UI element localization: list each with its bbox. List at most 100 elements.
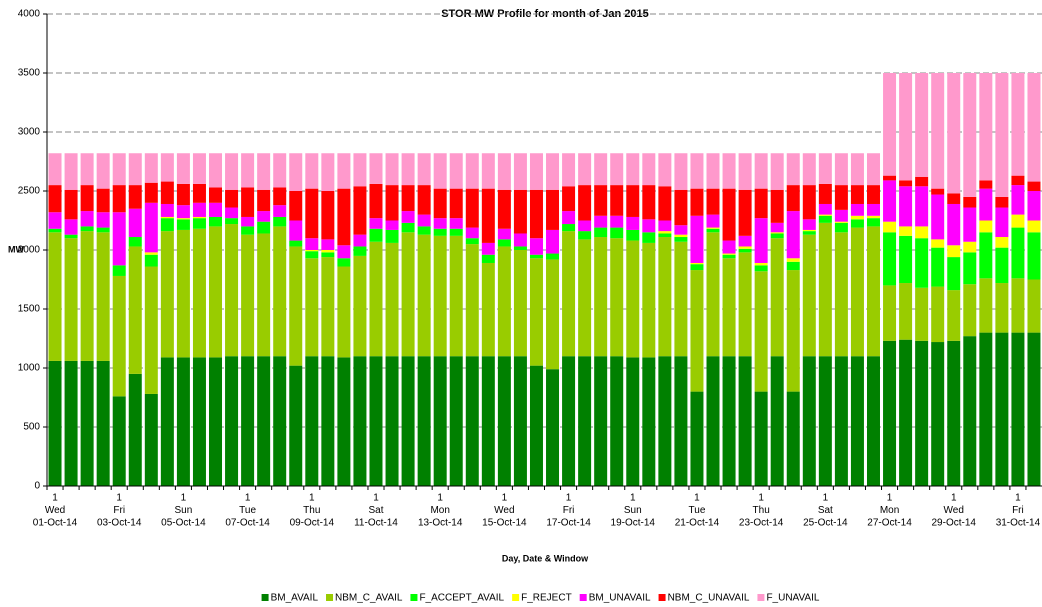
bar-segment (915, 176, 929, 187)
bar-segment (834, 232, 848, 357)
bar-segment (305, 250, 319, 252)
bar-segment (112, 185, 126, 213)
bar-segment (1027, 279, 1041, 333)
x-tick-label: Sat (818, 505, 833, 516)
bar-segment (176, 229, 190, 358)
bar-segment (369, 228, 383, 242)
bar-segment (850, 356, 864, 486)
bar-segment (674, 153, 688, 190)
bar-segment (96, 153, 110, 189)
bar-segment (770, 189, 784, 223)
bar-segment (144, 254, 158, 267)
bar-segment (754, 391, 768, 486)
bar-segment (48, 232, 62, 361)
bar-segment (786, 391, 800, 486)
bar-segment (899, 226, 913, 236)
bar-segment (674, 225, 688, 235)
bar-segment (241, 187, 255, 217)
bar-segment (160, 231, 174, 358)
bar-segment (529, 238, 543, 255)
bar-segment (866, 153, 880, 186)
bar-segment (674, 241, 688, 357)
bar-segment (850, 219, 864, 228)
bar-segment (209, 187, 223, 203)
bar-segment (738, 248, 752, 253)
bar-segment (690, 188, 704, 216)
bar-segment (818, 215, 832, 223)
bar-segment (401, 232, 415, 357)
bar-segment (1027, 191, 1041, 221)
bar-segment (465, 227, 479, 239)
bar-segment (850, 215, 864, 220)
bar-segment (449, 218, 463, 229)
bar-segment (225, 356, 239, 486)
bar-segment (690, 215, 704, 263)
bar-segment (465, 244, 479, 357)
bar-segment (562, 224, 576, 232)
x-tick-label: Sun (175, 505, 193, 516)
bar-segment (497, 153, 511, 190)
bar-segment (144, 153, 158, 183)
y-tick-label: 4000 (18, 9, 41, 20)
bar-segment (594, 356, 608, 486)
bar-segment (176, 357, 190, 486)
bar-segment (257, 153, 271, 190)
bar-segment (947, 73, 961, 194)
bar-segment (834, 222, 848, 233)
bar-segment (209, 202, 223, 217)
x-tick-label: 1 (309, 493, 315, 504)
bar-segment (64, 189, 78, 220)
bar-segment (497, 189, 511, 229)
x-tick-label: 1 (245, 493, 251, 504)
bar-segment (610, 153, 624, 186)
bar-segment (160, 203, 174, 217)
bar-segment (353, 246, 367, 256)
bar-segment (305, 238, 319, 250)
bar-segment (369, 356, 383, 486)
bar-segment (995, 283, 1009, 333)
x-tick-label: 1 (758, 493, 764, 504)
bar-segment (128, 237, 142, 247)
x-tick-label: 11-Oct-14 (354, 518, 398, 529)
bar-segment (497, 246, 511, 357)
bar-segment (658, 220, 672, 232)
bar-segment (963, 336, 977, 486)
bar-segment (401, 222, 415, 233)
bar-segment (465, 238, 479, 245)
bar-segment (192, 357, 206, 486)
bar-segment (674, 356, 688, 486)
legend-swatch (512, 594, 520, 601)
x-tick-label: Fri (1012, 505, 1024, 516)
bar-segment (513, 246, 527, 250)
bar-segment (321, 252, 335, 258)
bar-segment (866, 203, 880, 216)
x-tick-label: 31-Oct-14 (996, 518, 1041, 529)
x-tick-label: Sun (624, 505, 642, 516)
bar-segment (321, 257, 335, 357)
legend: BM_AVAIL NBM_C_AVAIL F_ACCEPT_AVAIL F_REJEC… (261, 593, 820, 604)
bar-segment (160, 357, 174, 486)
x-tick-label: 27-Oct-14 (867, 518, 912, 529)
bar-segment (417, 185, 431, 215)
x-tick-label: Wed (944, 505, 964, 516)
bar-segment (690, 262, 704, 265)
bar-segment (241, 153, 255, 188)
bar-segment (995, 332, 1009, 486)
bar-segment (770, 356, 784, 486)
y-tick-label: 1000 (18, 363, 41, 374)
bar-segment (209, 357, 223, 486)
bar-segment (481, 153, 495, 189)
bar-segment (802, 229, 816, 232)
bar-segment (899, 235, 913, 284)
bar-segment (417, 214, 431, 227)
y-tick-label: 500 (23, 422, 40, 433)
bar-segment (610, 356, 624, 486)
bar-segment (626, 240, 640, 358)
bar-segment (481, 356, 495, 486)
bar-segment (883, 232, 897, 286)
bar-segment (144, 266, 158, 394)
bar-segment (706, 232, 720, 357)
bar-segment (401, 211, 415, 223)
bar-segment (786, 211, 800, 259)
bar-segment (241, 226, 255, 235)
